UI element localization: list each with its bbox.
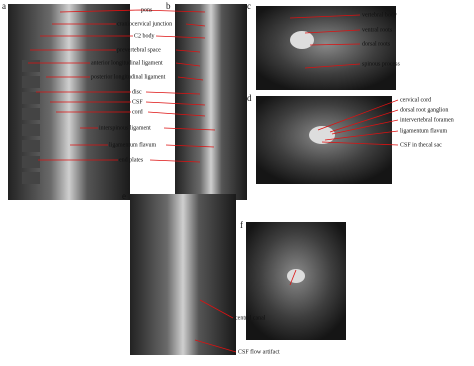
panel-letter: d [247, 93, 252, 103]
mri-image [256, 6, 396, 90]
vertebrae [22, 60, 40, 184]
leader-lines [28, 9, 399, 353]
label: cord [132, 109, 143, 115]
label: ligamentum flavum [400, 127, 447, 134]
label: craniocervical junction [117, 21, 172, 27]
thecal-sac [287, 269, 305, 283]
label: ventral roots [362, 27, 393, 33]
label: interspinous ligament [99, 125, 151, 131]
label: vertebral body [362, 12, 397, 18]
label: pons [141, 7, 153, 13]
label: anterior longitudinal ligament [91, 60, 163, 66]
label: prevertebral space [117, 47, 161, 53]
label: CSF flow artifact [238, 348, 280, 355]
thecal-sac [290, 31, 314, 49]
label: C2 body [134, 33, 155, 39]
label: cervical cord [400, 97, 431, 103]
labels-a: pons craniocervical junction C2 body pre… [91, 7, 172, 163]
labels-d: cervical cord dorsal root ganglion inter… [400, 97, 454, 148]
label: intervertebral foramen [400, 116, 454, 123]
panel-letter: c [247, 1, 251, 11]
labels-e: central canal CSF flow artifact [235, 315, 280, 355]
panel-letter: f [240, 220, 243, 230]
label: CSF [132, 99, 143, 105]
label: posterior longitudinal ligament [91, 74, 166, 80]
label: dorsal root ganglion [400, 107, 448, 113]
panel-letter: b [166, 1, 171, 11]
panel-letter: e [122, 191, 126, 201]
label: ligamentum flavum [109, 141, 156, 148]
panel-letter: a [2, 1, 6, 11]
label: disc [132, 89, 142, 95]
labels-c: vertebral body ventral roots dorsal root… [362, 12, 400, 67]
mri-image [130, 194, 236, 355]
label: dorsal roots [362, 41, 391, 47]
label: spinous process [362, 61, 400, 67]
mri-image [175, 4, 247, 200]
label: central canal [235, 315, 266, 321]
label: CSF in thecal sac [400, 142, 442, 148]
label: end plates [119, 157, 144, 163]
